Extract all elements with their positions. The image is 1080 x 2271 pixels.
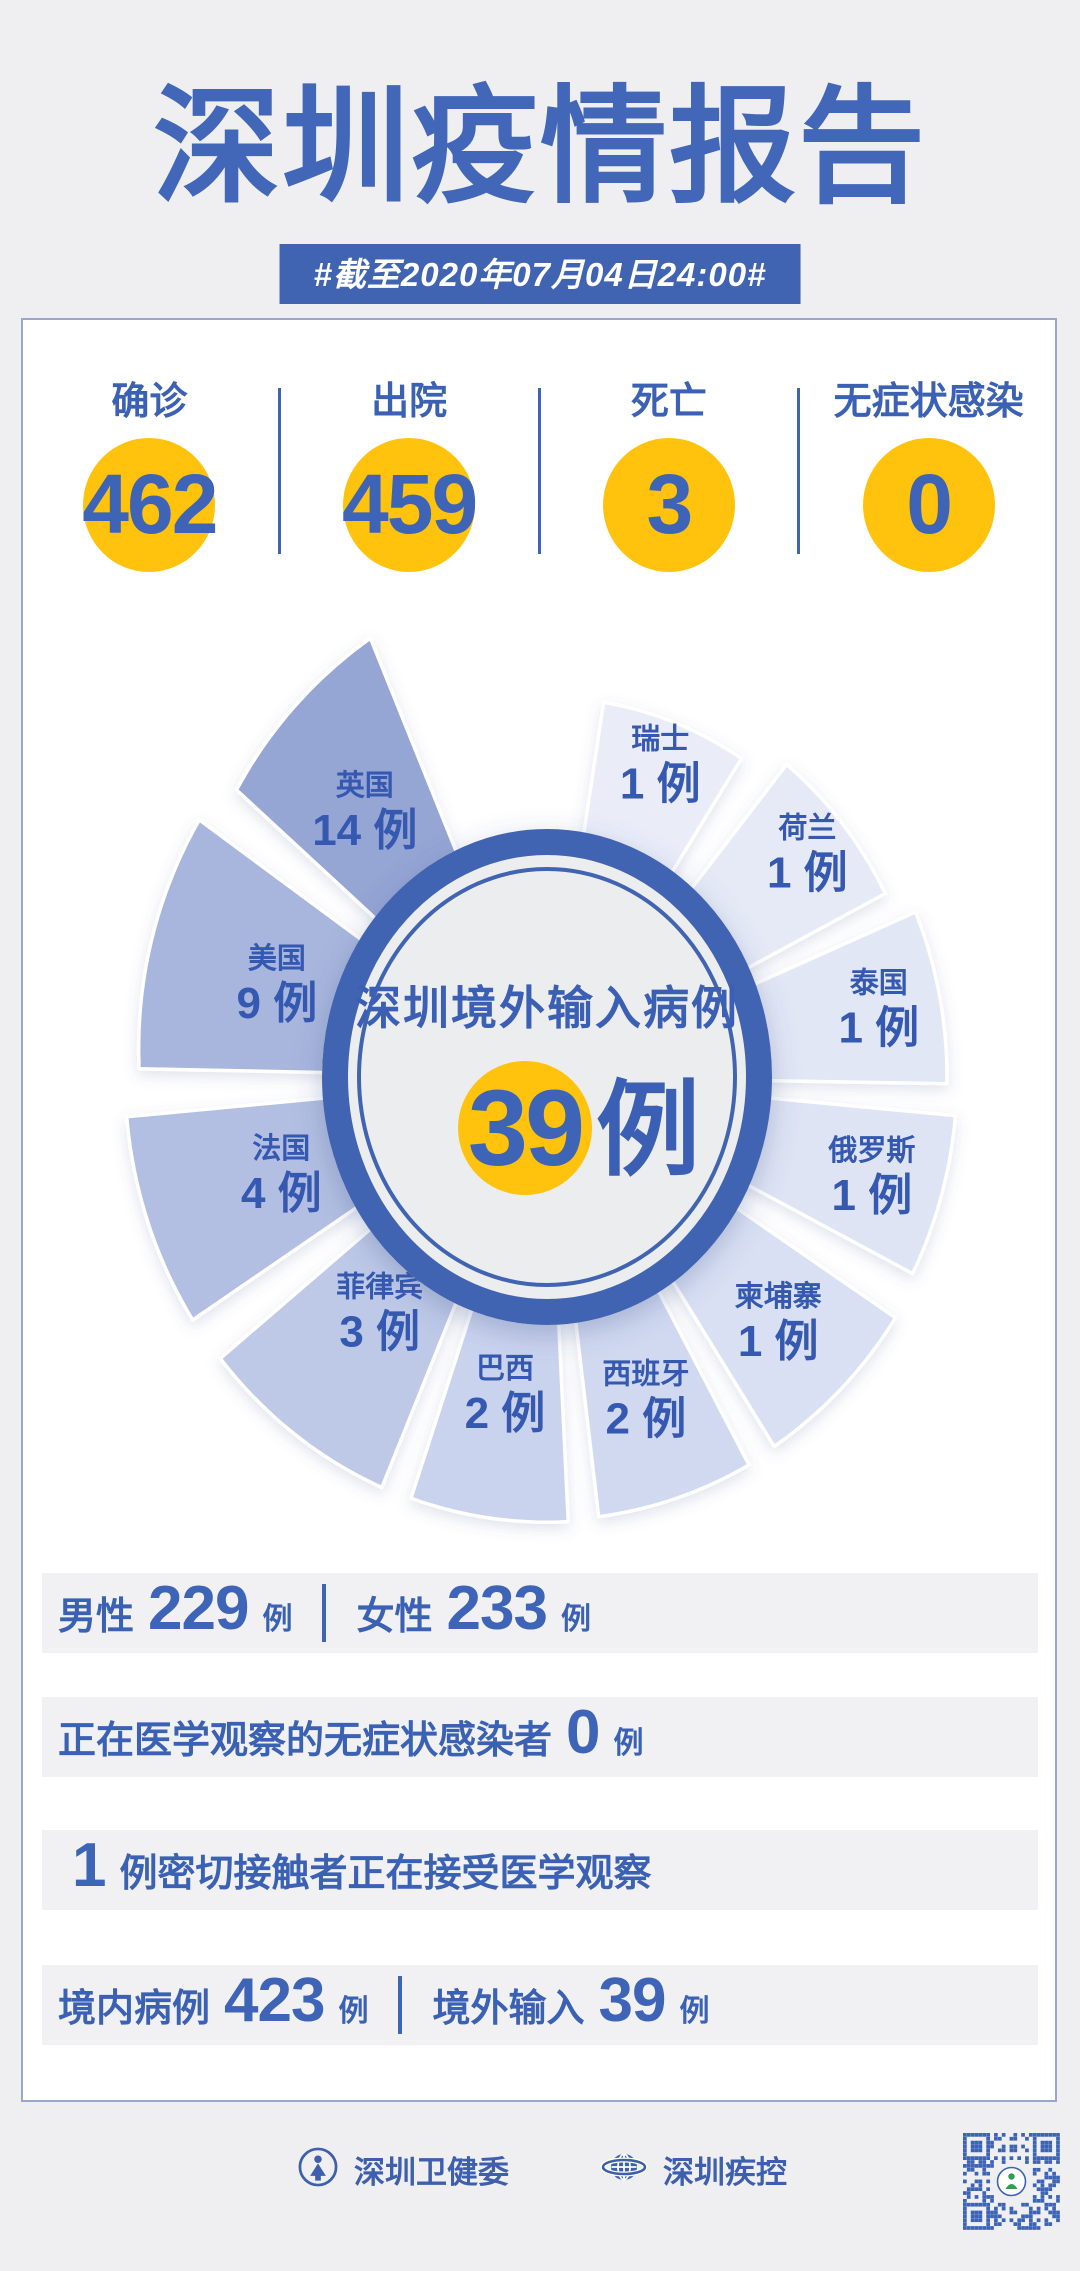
row-label: 境内病例 (58, 1988, 211, 2030)
summary-stats: 确诊 462 出院 459 死亡 3 无症状感染 0 (21, 381, 1057, 572)
stat-2: 死亡 3 (541, 381, 798, 572)
row-label: 正在医学观察的无症状感染者 (58, 1720, 553, 1762)
row-label: 男性 (58, 1596, 135, 1638)
stat-label: 死亡 (630, 381, 707, 423)
stat-label: 无症状感染 (833, 381, 1024, 423)
health-commission-logo-icon (297, 2146, 339, 2193)
date-badge: #截至2020年07月04日24:00# (279, 244, 801, 304)
row-unit: 例 (560, 1603, 591, 1636)
footer-org-cdc: 深圳疾控 (600, 2146, 787, 2193)
row-num: 423 (224, 1966, 325, 2035)
stat-label: 出院 (371, 381, 448, 423)
detail-row-1: 正在医学观察的无症状感染者 0 例 (42, 1697, 1038, 1777)
row-divider (322, 1584, 327, 1642)
stat-value: 3 (646, 457, 694, 552)
row-num: 0 (566, 1698, 600, 1767)
row-num: 1 (72, 1831, 106, 1900)
detail-row-2: 1 例密切接触者正在接受医学观察 (42, 1830, 1038, 1910)
stat-value-circle: 3 (602, 437, 735, 572)
row-label: 女性 (356, 1596, 433, 1638)
row-num: 229 (148, 1574, 249, 1643)
qr-code (963, 2133, 1060, 2230)
detail-row-3: 境内病例 423 例 境外输入 39 例 (42, 1965, 1038, 2045)
stat-divider (277, 388, 281, 554)
stat-value-circle: 462 (82, 437, 218, 572)
footer-org-health: 深圳卫健委 (297, 2146, 509, 2193)
stat-label: 确诊 (111, 381, 188, 423)
footer-org-cdc-label: 深圳疾控 (663, 2155, 787, 2190)
stat-3: 无症状感染 0 (800, 381, 1057, 572)
stat-value-circle: 459 (342, 437, 478, 572)
row-label: 境外输入 (432, 1988, 585, 2030)
stat-1: 出院 459 (281, 381, 538, 572)
detail-row-0: 男性 229 例 女性 233 例 (42, 1573, 1038, 1653)
stat-0: 确诊 462 (21, 381, 278, 572)
page-title: 深圳疫情报告 (152, 76, 927, 218)
cdc-globe-logo-icon (600, 2146, 648, 2193)
stat-value: 459 (342, 457, 478, 552)
row-label: 例密切接触者正在接受医学观察 (119, 1853, 652, 1895)
stat-value: 462 (82, 457, 218, 552)
row-unit: 例 (262, 1603, 293, 1636)
row-divider (398, 1976, 403, 2034)
row-unit: 例 (613, 1727, 644, 1760)
row-num: 39 (598, 1966, 666, 2035)
stat-divider (797, 388, 801, 554)
footer-org-health-label: 深圳卫健委 (354, 2155, 509, 2190)
qr-center-logo (996, 2166, 1027, 2197)
row-num: 233 (446, 1574, 547, 1643)
stat-value: 0 (906, 457, 953, 552)
stat-divider (537, 388, 541, 554)
stat-value-circle: 0 (862, 437, 995, 572)
row-unit: 例 (679, 1995, 710, 2028)
row-unit: 例 (338, 1995, 369, 2028)
